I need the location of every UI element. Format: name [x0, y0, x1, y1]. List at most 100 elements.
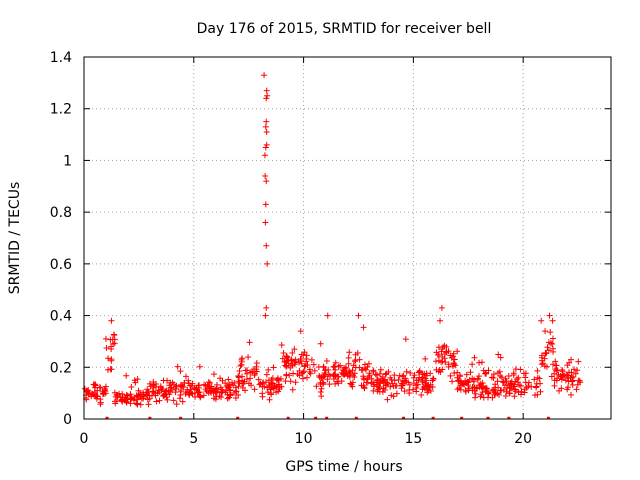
x-tick-label: 0: [80, 431, 89, 447]
data-point: [183, 389, 190, 396]
data-point: [183, 373, 190, 380]
data-point: [349, 383, 356, 390]
data-point: [237, 363, 244, 370]
data-point: [396, 372, 403, 379]
data-point: [134, 376, 141, 383]
data-point: [469, 375, 476, 382]
data-point: [283, 353, 290, 360]
data-point: [301, 368, 308, 375]
data-point: [298, 360, 305, 367]
data-point: [321, 367, 328, 374]
data-point: [549, 335, 556, 342]
data-point: [261, 152, 268, 159]
data-point: [320, 373, 327, 380]
data-point: [393, 390, 400, 397]
data-point: [97, 401, 104, 408]
data-point: [108, 317, 115, 324]
data-point: [463, 371, 470, 378]
y-tick-label: 0.2: [50, 360, 72, 376]
data-point: [439, 358, 446, 365]
data-point: [170, 397, 177, 404]
data-point: [212, 396, 219, 403]
data-point: [111, 332, 118, 339]
data-point: [247, 375, 254, 382]
data-point: [478, 359, 485, 366]
data-point: [438, 348, 445, 355]
data-point: [166, 391, 173, 398]
data-point: [541, 355, 548, 362]
data-point: [402, 336, 409, 343]
data-point: [482, 370, 489, 377]
axis-ticks: 0 5 10 15 20 0 0.2 0.4 0.6 0.8 1 1.2 1.4: [50, 50, 611, 447]
data-point: [377, 379, 384, 386]
data-points: [81, 72, 584, 408]
data-point: [135, 387, 142, 394]
data-point: [510, 370, 517, 377]
data-point: [291, 358, 298, 365]
data-point: [308, 356, 315, 363]
data-point: [470, 378, 477, 385]
data-point: [104, 366, 111, 373]
data-point: [236, 374, 243, 381]
data-point: [538, 361, 545, 368]
data-point: [279, 355, 286, 362]
data-point: [375, 386, 382, 393]
data-point: [498, 387, 505, 394]
data-point: [351, 374, 358, 381]
data-point: [490, 374, 497, 381]
data-point: [539, 360, 546, 367]
data-point: [373, 372, 380, 379]
data-point: [128, 383, 135, 390]
data-point: [224, 395, 231, 402]
data-point: [131, 377, 138, 384]
data-point: [360, 375, 367, 382]
data-point: [276, 384, 283, 391]
data-point: [418, 375, 425, 382]
data-point: [242, 367, 249, 374]
data-point: [421, 371, 428, 378]
data-point: [128, 393, 135, 400]
data-point: [179, 398, 186, 405]
data-point: [248, 382, 255, 389]
data-point: [359, 366, 366, 373]
data-point: [146, 395, 153, 402]
chart-title: Day 176 of 2015, SRMTID for receiver bel…: [197, 21, 492, 37]
data-point: [435, 351, 442, 358]
data-point: [451, 370, 458, 377]
data-point: [201, 381, 208, 388]
data-point: [134, 400, 141, 407]
data-point: [465, 387, 472, 394]
data-point: [356, 356, 363, 363]
data-point: [511, 381, 518, 388]
data-point: [326, 381, 333, 388]
data-point: [102, 390, 109, 397]
data-point: [575, 377, 582, 384]
data-point: [263, 128, 270, 135]
data-point: [335, 363, 342, 370]
data-point: [489, 394, 496, 401]
x-axis-label: GPS time / hours: [285, 459, 402, 475]
data-point: [108, 343, 115, 350]
data-point: [382, 371, 389, 378]
data-point: [283, 363, 290, 370]
data-point: [159, 385, 166, 392]
data-point: [403, 378, 410, 385]
data-point: [269, 375, 276, 382]
data-point: [289, 386, 296, 393]
data-point: [500, 379, 507, 386]
data-point: [465, 379, 472, 386]
data-point: [406, 390, 413, 397]
data-point: [419, 378, 426, 385]
data-point: [192, 393, 199, 400]
data-point: [297, 328, 304, 335]
data-point: [245, 354, 252, 361]
data-point: [391, 377, 398, 384]
data-point: [316, 374, 323, 381]
data-point: [200, 392, 207, 399]
data-point: [179, 383, 186, 390]
data-point: [96, 384, 103, 391]
data-point: [457, 373, 464, 380]
data-point: [443, 343, 450, 350]
data-point: [381, 386, 388, 393]
data-point: [318, 385, 325, 392]
